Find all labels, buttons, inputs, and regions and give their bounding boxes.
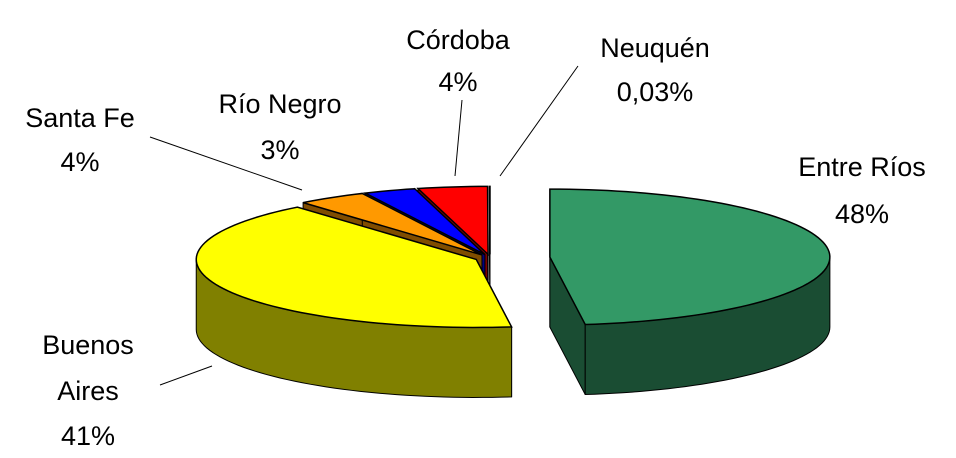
category-label: Santa Fe — [25, 103, 135, 133]
slice-top — [362, 187, 486, 256]
category-label: Buenos Aires — [42, 330, 134, 406]
category-label: Neuquén — [600, 33, 710, 63]
slice-top — [195, 206, 513, 329]
slice-top — [416, 185, 489, 257]
leader-line — [159, 365, 213, 386]
leader-line — [149, 136, 303, 191]
leader-line — [499, 65, 579, 177]
value-label: 41% — [60, 421, 116, 451]
value-label: 4% — [60, 147, 100, 177]
category-label: Entre Ríos — [798, 152, 926, 182]
slice-top — [302, 192, 483, 256]
leader-line — [454, 99, 463, 177]
value-label: 3% — [260, 135, 300, 165]
pie-slice — [549, 188, 831, 396]
value-label: 4% — [438, 67, 478, 97]
value-label: 48% — [834, 199, 890, 229]
slice-top — [549, 188, 831, 326]
category-label: Río Negro — [218, 89, 342, 119]
slice-top — [488, 185, 491, 255]
pie-slice — [195, 206, 513, 398]
leader-lines — [149, 65, 579, 386]
category-label: Córdoba — [406, 25, 510, 55]
value-label: 0,03% — [616, 77, 694, 107]
